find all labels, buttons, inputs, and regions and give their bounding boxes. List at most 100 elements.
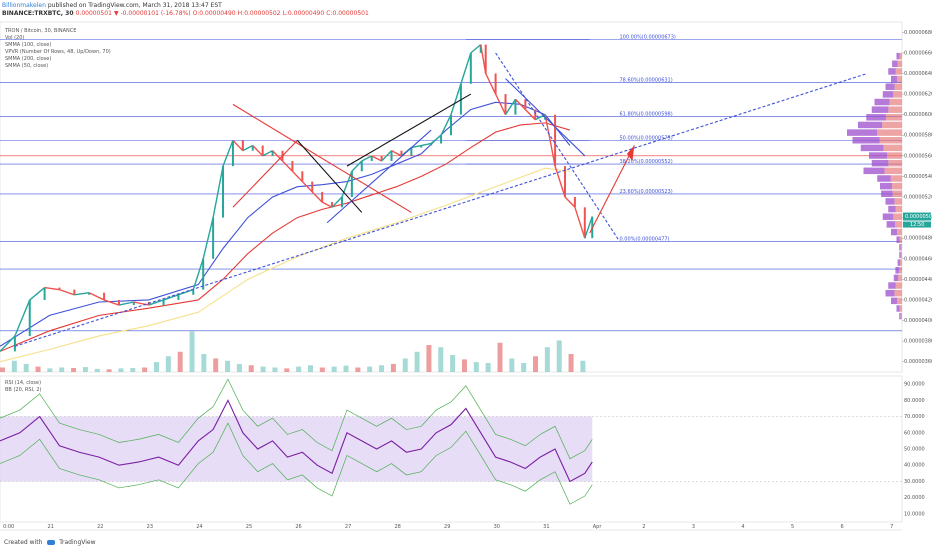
vpvr-bar-down bbox=[895, 205, 902, 213]
vpvr-bar-down bbox=[879, 137, 902, 144]
fib-label: 78.60%(0.00000631) bbox=[620, 78, 673, 84]
vpvr-bar-up bbox=[880, 182, 893, 190]
vpvr-bar-down bbox=[884, 167, 902, 175]
fib-label: 100.00%(0.00000673) bbox=[620, 35, 676, 41]
vpvr-bar-down bbox=[897, 60, 902, 68]
vpvr-bar-down bbox=[885, 114, 902, 121]
price-candle bbox=[321, 191, 324, 203]
fib-label: 38.20%(0.00000552) bbox=[620, 159, 673, 165]
indicator-label[interactable]: Vol (20) bbox=[5, 35, 25, 41]
indicator-label[interactable]: SMMA (200, close) bbox=[5, 56, 52, 62]
indicator-label[interactable]: TRON / Bitcoin, 30, BINANCE bbox=[5, 28, 77, 34]
price-segment bbox=[202, 217, 214, 259]
price-candle bbox=[514, 99, 517, 115]
last-price-label: 0.00000501 bbox=[905, 214, 932, 220]
y-tick-label: 0.00000400 bbox=[904, 318, 932, 324]
vpvr-bar-up bbox=[858, 121, 883, 129]
volume-bar bbox=[260, 366, 266, 372]
price-candle bbox=[563, 166, 566, 197]
fib-label: 0.00%(0.00000477) bbox=[620, 236, 670, 242]
vpvr-bar-up bbox=[899, 251, 901, 259]
trendline-dashed bbox=[495, 52, 620, 242]
price-segment bbox=[232, 139, 244, 152]
price-segment bbox=[411, 144, 422, 149]
vpvr-bar-up bbox=[896, 236, 900, 243]
volume-bar bbox=[296, 366, 302, 372]
volume-bar bbox=[59, 367, 65, 372]
fib-label: 23.60%(0.00000523) bbox=[620, 189, 673, 195]
vpvr-bar-down bbox=[895, 68, 902, 75]
volume-bar bbox=[106, 369, 112, 372]
price-candle bbox=[524, 99, 527, 110]
y-tick-label: 0.00000640 bbox=[904, 71, 932, 77]
rsi-y-tick-label: 40.0000 bbox=[904, 463, 925, 469]
bb-indicator-label[interactable]: BB (20, RSI, 2) bbox=[5, 387, 42, 393]
price-candle bbox=[177, 294, 180, 300]
rsi-y-tick-label: 10.0000 bbox=[904, 511, 925, 517]
price-segment bbox=[44, 286, 60, 291]
fib-label: 50.00%(0.00000575) bbox=[620, 135, 673, 141]
x-tick-label: 5 bbox=[791, 524, 794, 530]
price-segment bbox=[281, 160, 293, 172]
price-candle bbox=[13, 335, 16, 352]
price-candle bbox=[370, 155, 373, 161]
volume-bar bbox=[94, 368, 100, 372]
vpvr-bar-down bbox=[900, 259, 902, 266]
x-tick-label: 27 bbox=[345, 524, 351, 530]
vpvr-bar-up bbox=[899, 312, 901, 320]
symbol-text: BINANCE:TRXBTC, 30 bbox=[2, 10, 74, 17]
price-text: 0.00000501 bbox=[75, 10, 112, 17]
vpvr-bar-down bbox=[897, 228, 902, 236]
indicator-label[interactable]: SMMA (50, close) bbox=[5, 63, 49, 69]
price-segment bbox=[485, 73, 497, 95]
price-candle bbox=[117, 299, 120, 306]
vpvr-bar-up bbox=[888, 205, 896, 213]
vpvr-bar-up bbox=[891, 75, 898, 83]
price-candle bbox=[241, 140, 244, 151]
rsi-band bbox=[0, 416, 593, 482]
vpvr-bar-up bbox=[896, 305, 900, 312]
high-text: H:0.00000502 bbox=[237, 10, 281, 17]
published-text: published on TradingView.com, March 31, … bbox=[47, 2, 222, 9]
price-segment bbox=[361, 155, 373, 162]
author-link[interactable]: Billionmakelen bbox=[2, 2, 46, 9]
volume-bar bbox=[438, 347, 444, 372]
price-candle bbox=[494, 73, 497, 95]
x-tick-label: Apr bbox=[593, 524, 603, 530]
indicator-label[interactable]: VPVR (Number Of Rows, 48, Up/Down, 70) bbox=[5, 49, 111, 55]
vpvr-bar-down bbox=[899, 305, 902, 312]
y-tick-label: 0.00000440 bbox=[904, 277, 932, 283]
channel-line-blue bbox=[326, 129, 432, 224]
x-tick-label: 22 bbox=[97, 524, 103, 530]
x-tick-label: 23 bbox=[147, 524, 153, 530]
channel-line-black bbox=[346, 93, 472, 167]
open-text: O:0.00000490 bbox=[192, 10, 236, 17]
price-segment bbox=[514, 98, 526, 110]
y-tick-label: 0.00000420 bbox=[904, 297, 932, 303]
price-candle bbox=[271, 150, 274, 156]
vpvr-bar-up bbox=[892, 60, 898, 68]
vpvr-bar-down bbox=[889, 98, 902, 106]
price-candle bbox=[450, 114, 452, 136]
volume-bar bbox=[461, 359, 467, 372]
price-candle bbox=[573, 197, 576, 208]
vpvr-bar-up bbox=[891, 297, 898, 305]
price-candle bbox=[583, 207, 586, 239]
tradingview-brand[interactable]: TradingView bbox=[59, 539, 96, 546]
x-tick-label: 4 bbox=[741, 524, 744, 530]
price-segment bbox=[301, 181, 313, 193]
volume-bar bbox=[521, 363, 527, 372]
vpvr-bar-up bbox=[871, 159, 889, 167]
indicator-label[interactable]: SMMA (100, close) bbox=[5, 42, 52, 48]
volume-bar bbox=[331, 366, 337, 372]
x-tick-label: 31 bbox=[543, 524, 549, 530]
price-candle bbox=[554, 114, 557, 167]
volume-bar bbox=[355, 367, 361, 372]
volume-bar bbox=[307, 365, 313, 372]
created-with-text: Created with bbox=[4, 539, 43, 546]
rsi-y-tick-label: 70.0000 bbox=[904, 414, 925, 420]
smma-line bbox=[0, 101, 571, 347]
rsi-indicator-label[interactable]: RSI (14, close) bbox=[5, 380, 42, 386]
price-segment bbox=[192, 258, 204, 290]
volume-bar bbox=[130, 367, 136, 372]
